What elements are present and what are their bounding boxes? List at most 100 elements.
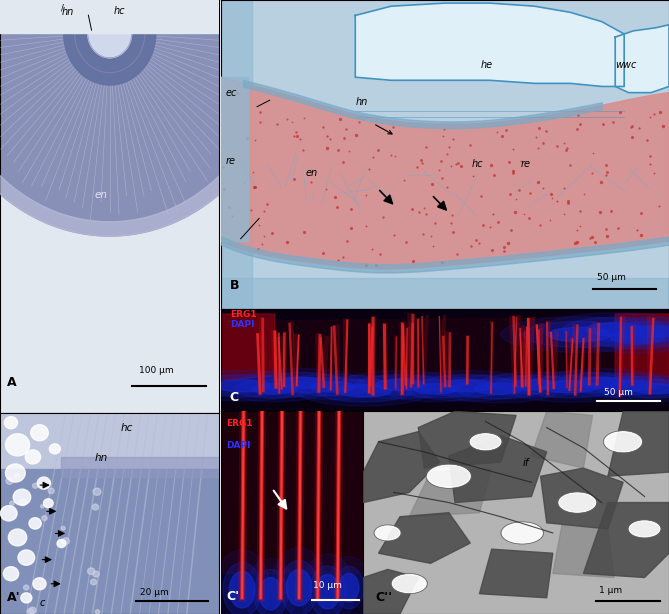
Circle shape	[301, 554, 355, 614]
Text: 50 μm: 50 μm	[597, 273, 626, 281]
Text: hn: hn	[62, 7, 74, 17]
Ellipse shape	[427, 465, 470, 488]
Circle shape	[611, 332, 664, 344]
Circle shape	[478, 372, 591, 397]
Circle shape	[512, 379, 557, 390]
Polygon shape	[615, 314, 669, 386]
Text: A': A'	[7, 591, 20, 604]
Text: DAPI: DAPI	[227, 441, 251, 450]
Polygon shape	[221, 0, 252, 309]
Text: 100 μm: 100 μm	[139, 367, 174, 375]
Circle shape	[234, 379, 315, 398]
Polygon shape	[221, 411, 363, 573]
Circle shape	[548, 327, 611, 341]
Circle shape	[494, 376, 575, 394]
Circle shape	[216, 379, 270, 392]
Circle shape	[257, 373, 346, 393]
Circle shape	[615, 379, 669, 398]
Polygon shape	[449, 436, 547, 502]
Circle shape	[611, 381, 656, 391]
Ellipse shape	[630, 521, 660, 537]
Circle shape	[93, 571, 99, 577]
Circle shape	[599, 376, 669, 402]
Circle shape	[557, 373, 646, 393]
Circle shape	[246, 558, 296, 614]
Circle shape	[277, 374, 389, 400]
Circle shape	[577, 377, 626, 388]
Circle shape	[43, 499, 53, 508]
Circle shape	[292, 378, 373, 396]
Circle shape	[571, 322, 669, 353]
Polygon shape	[541, 468, 623, 529]
Circle shape	[1, 506, 17, 521]
Circle shape	[586, 323, 644, 336]
Text: he: he	[481, 60, 493, 70]
Circle shape	[380, 376, 492, 402]
Circle shape	[176, 370, 310, 401]
Circle shape	[540, 368, 664, 397]
Polygon shape	[363, 411, 669, 614]
Polygon shape	[221, 278, 669, 309]
Text: /: /	[62, 3, 64, 12]
Circle shape	[271, 548, 327, 614]
Polygon shape	[583, 502, 669, 578]
Ellipse shape	[559, 493, 595, 512]
Circle shape	[440, 379, 494, 392]
Polygon shape	[0, 469, 219, 614]
Text: en: en	[94, 190, 107, 200]
Circle shape	[633, 384, 669, 394]
Circle shape	[277, 377, 326, 388]
Circle shape	[316, 575, 340, 609]
Polygon shape	[363, 432, 440, 502]
Circle shape	[543, 381, 597, 393]
Circle shape	[8, 529, 27, 546]
Circle shape	[316, 380, 413, 402]
Text: 1 μm: 1 μm	[599, 586, 622, 595]
Text: hc: hc	[120, 422, 133, 433]
Polygon shape	[221, 314, 274, 381]
Polygon shape	[88, 8, 132, 58]
Text: en: en	[306, 168, 318, 178]
Circle shape	[611, 321, 669, 341]
Circle shape	[6, 478, 13, 484]
Polygon shape	[553, 525, 614, 578]
Circle shape	[334, 566, 364, 609]
Polygon shape	[221, 0, 669, 309]
Polygon shape	[0, 33, 290, 236]
Circle shape	[195, 375, 292, 397]
Polygon shape	[221, 77, 669, 269]
Circle shape	[400, 370, 535, 401]
Polygon shape	[363, 569, 418, 614]
Text: C': C'	[227, 590, 240, 603]
Circle shape	[337, 385, 391, 397]
Polygon shape	[0, 0, 219, 33]
Circle shape	[522, 376, 619, 398]
Text: C: C	[229, 391, 239, 404]
Circle shape	[37, 477, 50, 489]
Circle shape	[62, 538, 70, 545]
Polygon shape	[0, 33, 290, 236]
Circle shape	[29, 518, 41, 529]
Polygon shape	[418, 411, 516, 468]
Text: 10 μm: 10 μm	[313, 581, 343, 589]
Circle shape	[375, 379, 425, 391]
Polygon shape	[531, 411, 593, 468]
Circle shape	[589, 327, 669, 349]
Circle shape	[310, 382, 355, 392]
Text: 50 μm: 50 μm	[604, 388, 633, 397]
Circle shape	[252, 384, 297, 394]
Circle shape	[280, 561, 318, 614]
Text: re: re	[225, 156, 235, 166]
Circle shape	[419, 375, 516, 397]
Polygon shape	[64, 33, 156, 85]
Circle shape	[48, 488, 54, 494]
Text: C'': C''	[375, 591, 393, 604]
Circle shape	[15, 474, 19, 478]
Circle shape	[395, 379, 476, 398]
Polygon shape	[615, 25, 669, 93]
Circle shape	[356, 375, 444, 395]
Circle shape	[286, 569, 312, 606]
Circle shape	[594, 317, 669, 346]
Text: ERG1: ERG1	[229, 310, 256, 319]
Circle shape	[25, 450, 41, 464]
